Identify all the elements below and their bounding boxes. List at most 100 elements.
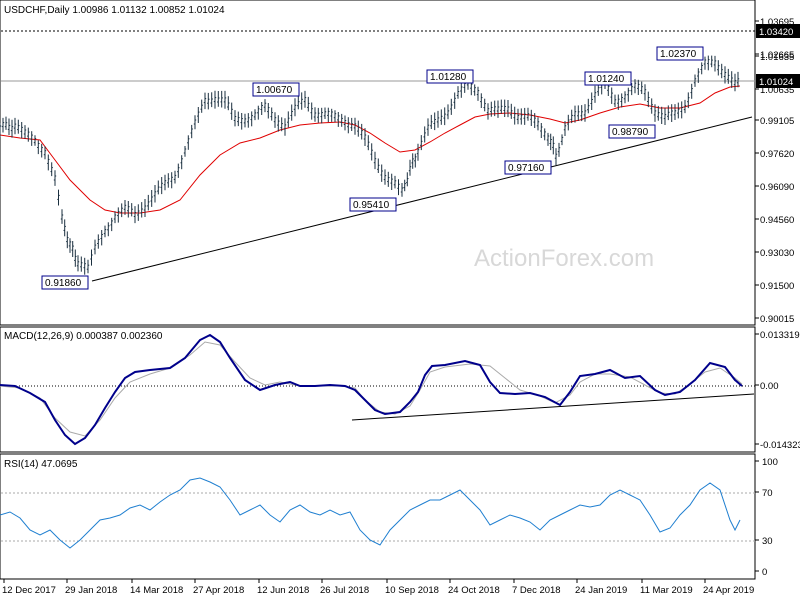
price-bar — [500, 99, 503, 114]
price-bar — [177, 163, 180, 178]
price-axis-label: 0.97620 — [760, 149, 794, 160]
price-bar — [327, 107, 330, 123]
price-bar — [408, 159, 412, 176]
price-bar — [197, 107, 200, 123]
price-bar — [703, 56, 707, 70]
macd-panel — [0, 326, 756, 453]
price-bar — [580, 105, 583, 122]
price-bar — [683, 99, 687, 114]
price-bar — [436, 110, 440, 128]
price-bar — [610, 87, 613, 104]
price-bar — [673, 104, 677, 120]
price-bar — [660, 106, 663, 124]
price-bar — [670, 104, 673, 122]
price-bar — [373, 151, 377, 170]
price-annotation: 0.95410 — [349, 197, 397, 212]
x-axis-label: 11 Mar 2019 — [640, 585, 693, 596]
price-bar — [540, 123, 543, 138]
price-bar — [730, 71, 733, 88]
price-bar — [493, 100, 496, 117]
price-bar — [367, 135, 370, 151]
price-bar — [667, 105, 670, 121]
price-axis-label: 1.02665 — [760, 50, 794, 61]
price-bar — [143, 199, 147, 217]
price-bar — [147, 194, 150, 211]
rsi-panel-title: RSI(14) 47.0695 — [4, 459, 78, 470]
price-bar — [330, 108, 333, 122]
x-axis-label: 26 Jul 2018 — [320, 585, 369, 596]
price-bar — [687, 92, 690, 109]
price-bar — [533, 113, 536, 128]
price-annotations: 0.91860 1.00670 0.95410 1.01280 0.97160 1.012… — [41, 46, 704, 290]
price-bar — [323, 107, 327, 119]
price-bar — [526, 107, 530, 121]
price-bar — [277, 115, 280, 132]
macd-axis-label: 0.00 — [760, 381, 779, 392]
price-bar — [20, 122, 23, 139]
price-bar — [343, 115, 347, 131]
price-bar — [133, 206, 137, 224]
price-bar — [414, 153, 417, 168]
price-bar — [490, 101, 493, 117]
price-bar — [583, 104, 587, 122]
price-bar — [0, 123, 2, 137]
price-bar — [320, 107, 323, 124]
macd-trendline — [351, 393, 755, 421]
price-bar — [483, 98, 486, 112]
price-bar — [460, 82, 463, 98]
price-bar — [57, 189, 60, 206]
rsi-axis: 100 70 30 0 — [755, 457, 778, 578]
price-bar — [283, 118, 287, 136]
price-bar — [510, 103, 513, 119]
price-bar — [183, 146, 187, 157]
price-bar — [173, 170, 177, 184]
price-bar — [736, 71, 740, 88]
price-bar — [506, 100, 510, 118]
current-price-tag — [756, 74, 800, 88]
price-bar — [406, 172, 409, 187]
resistance-tag-text: 1.03420 — [759, 27, 793, 38]
price-bar — [710, 55, 713, 68]
price-bar — [17, 119, 20, 134]
price-axis-label: 0.90015 — [760, 314, 794, 325]
x-axis-label: 12 Dec 2017 — [2, 585, 56, 596]
price-bar — [647, 91, 650, 108]
price-axis-label: 0.91500 — [760, 281, 794, 292]
price-bar — [250, 111, 253, 127]
x-axis-label: 10 Sep 2018 — [385, 585, 439, 596]
watermark: ActionForex.com — [474, 245, 654, 272]
price-bar — [577, 105, 580, 121]
price-bar — [570, 109, 573, 124]
x-axis-label: 7 Dec 2018 — [512, 585, 561, 596]
rsi-axis-label: 30 — [762, 536, 773, 547]
price-bar — [213, 90, 217, 109]
price-bar — [387, 171, 390, 187]
price-bar — [30, 131, 33, 146]
price-bar — [353, 117, 357, 135]
price-bar — [190, 124, 193, 139]
price-bar — [207, 92, 210, 110]
price-bar — [4, 116, 8, 130]
price-bar — [633, 79, 637, 94]
price-bar — [10, 119, 14, 138]
price-bar — [480, 93, 483, 108]
price-bar — [313, 107, 317, 122]
price-bar — [357, 120, 360, 137]
price-bar — [1, 117, 5, 133]
price-bar — [257, 105, 260, 120]
price-bar — [260, 102, 263, 115]
price-panel-title: USDCHF,Daily 1.00986 1.01132 1.00852 1.0… — [4, 5, 225, 16]
price-bar — [113, 211, 117, 224]
price-bar — [23, 125, 27, 139]
price-bar — [433, 112, 436, 131]
price-bar — [237, 111, 240, 127]
price-bar — [107, 222, 110, 237]
price-bar — [227, 96, 230, 111]
x-axis-label: 12 Jun 2018 — [257, 585, 309, 596]
price-bar — [53, 170, 57, 186]
price-bar — [103, 225, 107, 238]
price-annotation-text: 1.00670 — [256, 85, 293, 96]
price-bar — [403, 179, 406, 192]
price-bar — [80, 256, 83, 272]
